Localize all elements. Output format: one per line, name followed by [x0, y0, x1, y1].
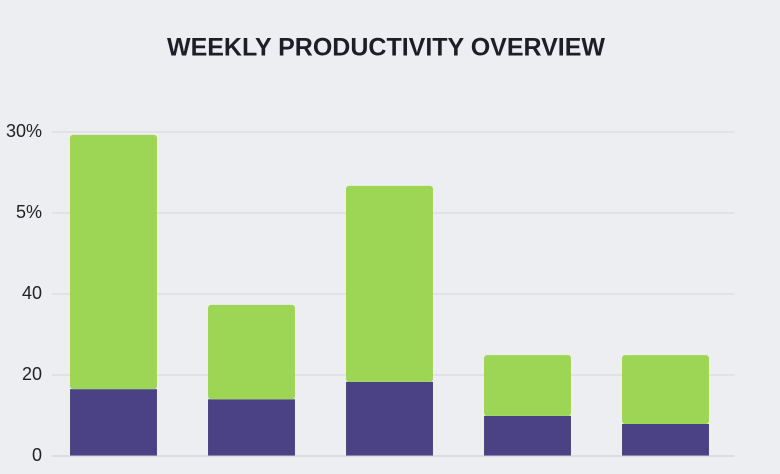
- bar-segment: [484, 355, 571, 416]
- bar-segment: [346, 381, 433, 456]
- bar-segment: [622, 355, 709, 425]
- y-tick-label: 20: [22, 364, 42, 384]
- bar-segment: [346, 185, 433, 382]
- chart-title: WEEKLY PRODUCTIVITY OVERVIEW: [167, 34, 605, 62]
- bar-segment: [208, 399, 295, 456]
- y-tick-label: 40: [22, 283, 42, 303]
- bar-segment: [70, 134, 157, 390]
- bar-segment: [70, 389, 157, 456]
- y-tick-label: 30%: [6, 121, 42, 141]
- y-tick-label: 5%: [16, 202, 42, 222]
- bar-segment: [208, 304, 295, 400]
- y-tick-label: 0: [32, 445, 42, 465]
- bar-segment: [484, 415, 571, 456]
- bar-segment: [622, 424, 709, 456]
